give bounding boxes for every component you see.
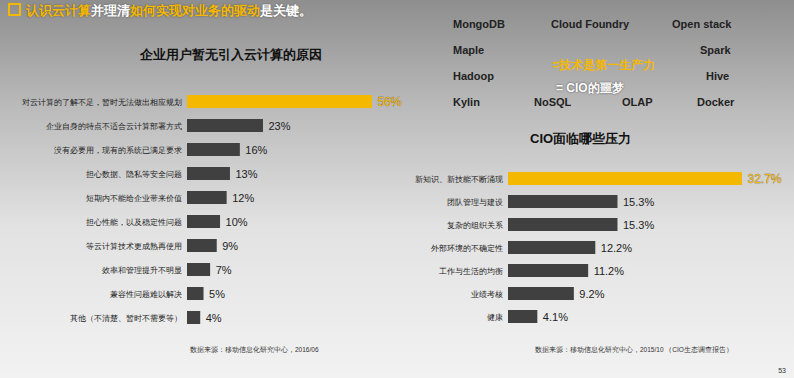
html-text:Open stack: Open stack bbox=[672, 18, 732, 30]
svg-text:短期内不能给企业带来价值: 短期内不能给企业带来价值 bbox=[86, 194, 182, 203]
html-text:Maple: Maple bbox=[453, 44, 485, 56]
svg-text:没有必要用，现有的系统已满足要求: 没有必要用，现有的系统已满足要求 bbox=[54, 146, 182, 155]
html-text:= CIO的噩梦: = CIO的噩梦 bbox=[556, 81, 624, 95]
svg-text:外部环境的不确定性: 外部环境的不确定性 bbox=[431, 244, 503, 253]
svg-text:等云计算技术更成熟再使用: 等云计算技术更成熟再使用 bbox=[86, 242, 182, 251]
svg-text:32.7%: 32.7% bbox=[748, 172, 782, 186]
html-text:Docker: Docker bbox=[697, 96, 735, 108]
svg-text:企业自身的特点不适合云计算部署方式: 企业自身的特点不适合云计算部署方式 bbox=[46, 122, 182, 131]
html-text:Spark: Spark bbox=[700, 44, 731, 56]
svg-text:9.2%: 9.2% bbox=[579, 288, 604, 300]
svg-text:15.3%: 15.3% bbox=[623, 219, 654, 231]
svg-text:兼容性问题难以解决: 兼容性问题难以解决 bbox=[110, 290, 182, 299]
svg-text:健康: 健康 bbox=[487, 313, 503, 322]
svg-text:16%: 16% bbox=[245, 144, 267, 156]
svg-text:业绩考核: 业绩考核 bbox=[471, 290, 503, 299]
svg-text:5%: 5% bbox=[209, 288, 225, 300]
html-text:MongoDB: MongoDB bbox=[453, 18, 505, 30]
html-text:Hive: Hive bbox=[706, 70, 730, 82]
svg-text:其他（不清楚、暂时不需要等）: 其他（不清楚、暂时不需要等） bbox=[70, 314, 182, 323]
svg-text:4%: 4% bbox=[206, 312, 222, 324]
svg-text:担心性能，以及稳定性问题: 担心性能，以及稳定性问题 bbox=[86, 218, 182, 227]
svg-text:效率和管理提升不明显: 效率和管理提升不明显 bbox=[102, 266, 182, 275]
html-text:NoSQL: NoSQL bbox=[534, 96, 572, 108]
html-text:Cloud Foundry: Cloud Foundry bbox=[551, 18, 630, 30]
svg-text:复杂的组织关系: 复杂的组织关系 bbox=[447, 221, 503, 230]
svg-text:团队管理与建设: 团队管理与建设 bbox=[447, 198, 503, 207]
svg-text:9%: 9% bbox=[222, 240, 238, 252]
svg-text:10%: 10% bbox=[226, 216, 248, 228]
html-text:CIO面临哪些压力: CIO面临哪些压力 bbox=[530, 131, 632, 146]
svg-text:工作与生活的均衡: 工作与生活的均衡 bbox=[439, 267, 503, 276]
html-text:数据来源：移动信息化研究中心，2015/10 （CIO生态调: 数据来源：移动信息化研究中心，2015/10 （CIO生态调查报告） bbox=[535, 346, 733, 353]
svg-text:15.3%: 15.3% bbox=[623, 196, 654, 208]
html-text:Kylin: Kylin bbox=[453, 96, 480, 108]
svg-text:56%: 56% bbox=[378, 95, 402, 109]
html-text:53: 53 bbox=[778, 367, 786, 374]
html-text:认识云计算并理清如何实现对业务的驱动是关键。: 认识云计算并理清如何实现对业务的驱动是关键。 bbox=[26, 3, 312, 18]
svg-text:7%: 7% bbox=[216, 264, 232, 276]
svg-text:12.2%: 12.2% bbox=[601, 242, 632, 254]
svg-text:11.2%: 11.2% bbox=[594, 265, 625, 277]
svg-text:12%: 12% bbox=[232, 192, 254, 204]
html-text:=技术是第一生产力: =技术是第一生产力 bbox=[552, 58, 655, 72]
svg-text:23%: 23% bbox=[268, 120, 290, 132]
svg-text:担心数据、隐私等安全问题: 担心数据、隐私等安全问题 bbox=[86, 170, 182, 179]
html-text:Hadoop: Hadoop bbox=[453, 70, 494, 82]
html-text:企业用户暂无引入云计算的原因: 企业用户暂无引入云计算的原因 bbox=[140, 47, 322, 62]
svg-text:4.1%: 4.1% bbox=[543, 311, 568, 323]
html-text:OLAP: OLAP bbox=[622, 96, 653, 108]
html-text:数据来源：移动信息化研究中心，2016/06: 数据来源：移动信息化研究中心，2016/06 bbox=[190, 346, 319, 353]
svg-text:新知识、新技能不断涌现: 新知识、新技能不断涌现 bbox=[415, 175, 503, 184]
svg-text:对云计算的了解不足，暂时无法做出相应规划: 对云计算的了解不足，暂时无法做出相应规划 bbox=[22, 98, 182, 107]
svg-text:13%: 13% bbox=[235, 168, 257, 180]
